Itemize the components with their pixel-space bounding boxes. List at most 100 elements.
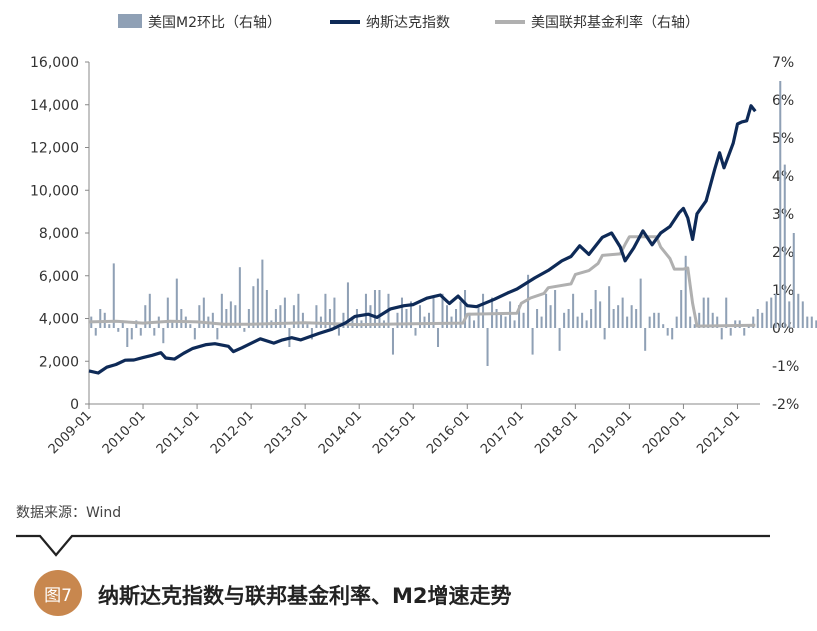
m2-bar — [396, 312, 399, 328]
m2-bar — [513, 320, 516, 328]
m2-bar — [612, 309, 615, 328]
m2-bar — [599, 301, 602, 328]
m2-bar — [112, 263, 115, 328]
left-tick-label: 2,000 — [39, 354, 79, 370]
m2-bar — [229, 301, 232, 328]
m2-bar — [414, 328, 417, 336]
nasdaq-line — [88, 104, 757, 375]
m2-bar — [527, 274, 530, 328]
m2-bar — [783, 164, 786, 328]
m2-bar — [806, 316, 809, 328]
m2-bar — [446, 305, 449, 328]
m2-bar — [315, 305, 318, 328]
m2-bar — [355, 309, 358, 328]
m2-bar — [711, 312, 714, 328]
m2-bar — [180, 309, 183, 328]
m2-bar — [662, 324, 665, 328]
m2-bar — [788, 301, 791, 328]
m2-bar — [292, 305, 295, 328]
m2-bar — [756, 309, 759, 328]
m2-bar — [792, 233, 795, 328]
m2-bar — [729, 328, 732, 336]
m2-bar — [545, 293, 548, 328]
m2-bar — [351, 316, 354, 328]
m2-bar — [247, 309, 250, 328]
m2-bar — [626, 316, 629, 328]
right-tick-label: 4% — [772, 169, 794, 185]
m2-bar — [211, 312, 214, 328]
right-tick-label: 5% — [772, 131, 794, 147]
m2-bar — [265, 290, 268, 328]
m2-bar — [464, 290, 467, 328]
right-tick-label: -1% — [772, 359, 799, 375]
m2-bar — [427, 312, 431, 328]
m2-bar — [144, 305, 147, 328]
left-tick-label: 0 — [70, 397, 79, 413]
caption-divider — [16, 534, 770, 557]
fed-rate-line — [88, 235, 756, 328]
left-tick-label: 4,000 — [39, 312, 79, 328]
m2-bar — [554, 290, 557, 328]
m2-bar — [603, 328, 606, 340]
m2-bar — [126, 328, 129, 347]
m2-bar — [666, 328, 669, 336]
m2-bar — [621, 297, 624, 328]
m2-bar — [166, 297, 169, 328]
m2-bar — [117, 328, 120, 332]
m2-bar — [324, 293, 327, 328]
m2-bar — [797, 293, 800, 328]
m2-bar — [765, 301, 768, 328]
m2-bar — [500, 312, 503, 328]
left-tick-label: 6,000 — [39, 269, 79, 285]
m2-bar — [391, 328, 394, 355]
m2-bar — [644, 328, 647, 351]
m2-bar — [572, 293, 575, 328]
m2-bar — [563, 312, 566, 328]
m2-bar — [689, 316, 692, 328]
m2-bar — [567, 309, 570, 328]
m2-bar — [337, 328, 340, 336]
m2-bar — [328, 309, 331, 328]
m2-bar — [220, 293, 223, 328]
m2-bar — [630, 305, 633, 328]
m2-bar — [441, 293, 444, 328]
m2-bar — [617, 305, 620, 328]
m2-bar — [482, 293, 485, 328]
m2-bar — [198, 305, 201, 328]
m2-bar — [608, 286, 611, 328]
m2-bar — [243, 328, 246, 332]
m2-bar — [635, 309, 638, 328]
m2-bar — [549, 305, 552, 328]
right-tick-label: 3% — [772, 207, 794, 223]
m2-bar — [373, 290, 376, 328]
right-tick-label: 2% — [772, 245, 794, 261]
legend-label: 美国联邦基金利率（右轴） — [531, 14, 699, 31]
right-tick-label: 1% — [772, 283, 794, 299]
m2-bar — [801, 301, 804, 328]
m2-bar — [193, 328, 196, 340]
source-note: 数据来源：Wind — [16, 505, 122, 521]
m2-bar — [261, 259, 264, 328]
m2-bar — [536, 309, 539, 328]
m2-bar — [531, 328, 534, 355]
m2-bar — [761, 312, 764, 328]
m2-bar — [725, 297, 728, 328]
left-tick-label: 12,000 — [30, 141, 79, 157]
m2-bar — [279, 305, 282, 328]
m2-bar — [707, 297, 710, 328]
m2-bar — [675, 316, 678, 328]
m2-bar — [94, 328, 97, 336]
m2-bar — [153, 328, 156, 336]
m2-bar — [162, 328, 165, 344]
m2-bar — [779, 81, 782, 328]
figure-badge: 图7 — [34, 570, 82, 616]
m2-bar — [486, 328, 489, 366]
m2-bar — [216, 328, 219, 340]
m2-bar — [468, 312, 471, 328]
m2-bar — [657, 312, 660, 328]
chart: 0 2,000 4,000 6,000 8,000 10,000 12,000 14,000 1… — [30, 14, 817, 457]
m2-bar — [810, 316, 813, 328]
m2-bar — [752, 316, 755, 328]
left-tick-label: 10,000 — [30, 183, 79, 199]
m2-bar — [774, 293, 777, 328]
